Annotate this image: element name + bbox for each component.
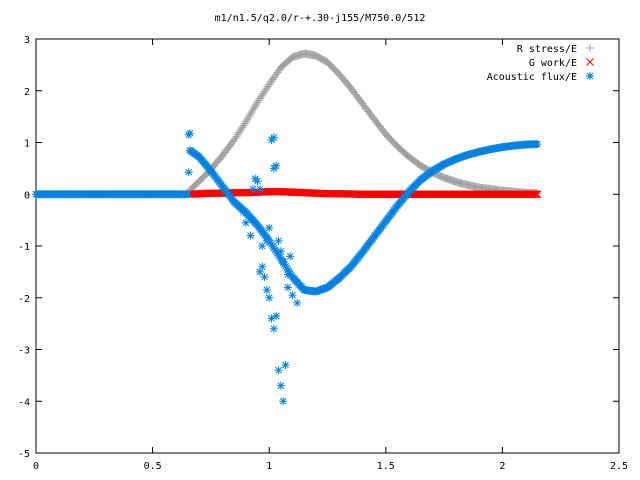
- plot-frame: [35, 38, 620, 454]
- data-point: [267, 135, 277, 145]
- axis-ticks: 0 0.5 1 1.5 2 2.5 3 2 1 0 -1 -2 -3 -4 -5: [18, 35, 628, 472]
- data-point: [255, 184, 265, 194]
- y-tick-label: -5: [18, 449, 30, 460]
- series-3: [184, 128, 302, 406]
- y-tick-label: 3: [24, 35, 30, 46]
- data-point: [285, 251, 295, 261]
- data-point: [239, 207, 249, 217]
- y-tick-label: -2: [18, 294, 30, 305]
- data-point: [184, 167, 194, 177]
- data-point: [262, 285, 272, 295]
- x-tick-label: 2: [499, 461, 505, 472]
- legend-label: R stress/E: [517, 44, 577, 55]
- data-point: [278, 257, 288, 267]
- data-point: [281, 360, 291, 370]
- data-point: [246, 231, 256, 241]
- data-point: [264, 293, 274, 303]
- data-point: [288, 290, 298, 300]
- y-tick-label: 0: [24, 190, 30, 201]
- data-point: [257, 241, 267, 251]
- data-point: [276, 381, 286, 391]
- y-tick-label: -1: [18, 242, 30, 253]
- y-tick-label: 1: [24, 139, 30, 150]
- x-tick-label: 2.5: [610, 461, 628, 472]
- x-tick-label: 1.5: [377, 461, 395, 472]
- data-point: [253, 176, 263, 186]
- y-tick-label: -4: [18, 397, 30, 408]
- chart-title: m1/n1.5/q2.0/r-+.30-j155/M750.0/512: [215, 13, 426, 24]
- star-icon: [585, 71, 595, 81]
- data-point: [271, 311, 281, 321]
- data-point: [283, 269, 293, 279]
- data-point: [283, 282, 293, 292]
- legend: R stress/E G work/E Acoustic flux/E: [487, 43, 595, 83]
- data-point: [276, 246, 286, 256]
- data-point: [532, 139, 542, 149]
- data-point: [185, 128, 195, 138]
- x-tick-label: 0.5: [144, 461, 162, 472]
- data-point: [264, 223, 274, 233]
- plus-icon: [585, 43, 595, 53]
- x-tick-label: 1: [266, 461, 272, 472]
- y-tick-label: -3: [18, 346, 30, 357]
- data-point: [269, 324, 279, 334]
- legend-label: Acoustic flux/E: [487, 72, 577, 83]
- series-layer: [31, 48, 542, 406]
- data-point: [255, 267, 265, 277]
- data-point: [183, 189, 193, 199]
- series-2: [31, 139, 542, 297]
- data-point: [274, 236, 284, 246]
- legend-label: G work/E: [529, 58, 577, 69]
- data-point: [274, 365, 284, 375]
- data-point: [292, 298, 302, 308]
- data-point: [278, 396, 288, 406]
- data-point: [271, 161, 281, 171]
- cross-icon: [586, 58, 594, 66]
- y-tick-label: 2: [24, 87, 30, 98]
- x-tick-label: 0: [33, 461, 39, 472]
- data-point: [241, 218, 251, 228]
- data-point: [248, 184, 258, 194]
